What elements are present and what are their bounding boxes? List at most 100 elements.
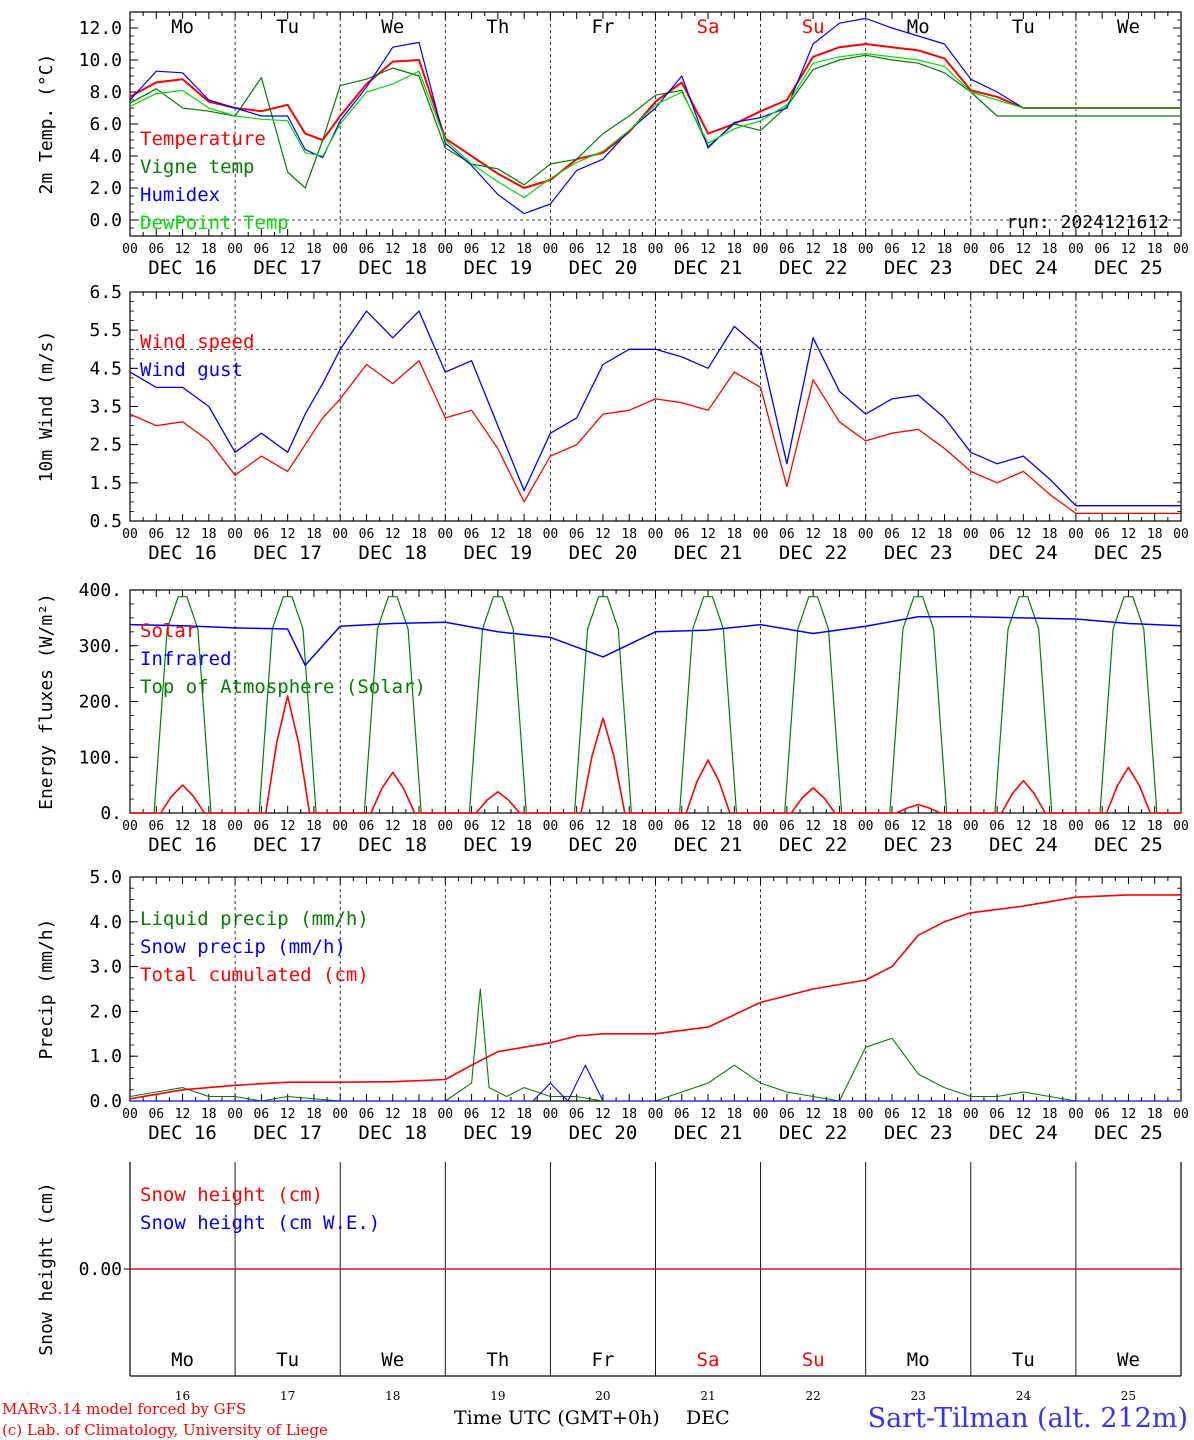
- y-tick-label: 2.0: [89, 178, 122, 199]
- y-axis-label: 10m Wind (m/s): [36, 331, 57, 483]
- date-label: DEC 16: [148, 1122, 217, 1144]
- hour-tick-label: 12: [490, 1107, 506, 1122]
- hour-tick-label: 18: [937, 819, 953, 834]
- y-tick-label: 1.5: [89, 473, 122, 494]
- y-tick-label: 0.: [100, 803, 122, 824]
- panel-snow: 0.00 Snow height (cm) Snow height (cm) Snow…: [36, 1162, 1182, 1403]
- date-label: DEC 21: [674, 257, 743, 279]
- hour-tick-label: 12: [700, 527, 716, 542]
- hour-tick-label: 18: [411, 242, 427, 257]
- y-axis-label: Energy fluxes (W/m²): [36, 593, 57, 810]
- hour-tick-label: 12: [700, 242, 716, 257]
- hour-tick-label: 18: [516, 527, 532, 542]
- plot-frame: [129, 11, 1182, 237]
- y-tick-label: 6.0: [89, 114, 122, 135]
- hour-tick-label: 18: [306, 819, 322, 834]
- hour-tick-label: 18: [832, 527, 848, 542]
- hour-tick-label: 18: [516, 242, 532, 257]
- series-line-vigne-temp: [129, 54, 1181, 189]
- series-line-wind-gust: [129, 310, 1181, 507]
- date-label: DEC 19: [464, 257, 533, 279]
- hour-tick-label: 12: [490, 819, 506, 834]
- hour-tick-label: 18: [832, 819, 848, 834]
- hour-tick-label: 00: [332, 527, 348, 542]
- hour-tick-label: 00: [963, 819, 979, 834]
- legend-entry: Snow height (cm): [140, 1184, 323, 1206]
- hour-tick-label: 12: [385, 527, 401, 542]
- date-label: DEC 25: [1094, 834, 1163, 856]
- hour-tick-label: 18: [411, 819, 427, 834]
- date-label: DEC 23: [884, 1122, 953, 1144]
- date-label: DEC 19: [464, 1122, 533, 1144]
- legend-entry: Wind speed: [140, 331, 254, 353]
- y-tick-label: 0.0: [89, 1091, 122, 1112]
- series-line-snow-precip-mm-h-: [130, 1064, 1181, 1102]
- hour-tick-label: 00: [963, 527, 979, 542]
- hour-tick-label: 00: [122, 527, 138, 542]
- y-tick-label: 0.00: [79, 1259, 122, 1280]
- month-label: DEC: [686, 1407, 730, 1429]
- hour-tick-label: 06: [884, 1107, 900, 1122]
- date-label: DEC 19: [464, 834, 533, 856]
- day-abbr-label: Fr: [592, 1349, 615, 1371]
- hour-tick-label: 00: [122, 242, 138, 257]
- y-tick-label: 12.0: [79, 18, 122, 39]
- hour-tick-label: 06: [148, 242, 164, 257]
- hour-tick-label: 06: [989, 242, 1005, 257]
- hour-tick-label: 00: [227, 527, 243, 542]
- hour-tick-label: 12: [1121, 242, 1137, 257]
- hour-tick-label: 00: [122, 1107, 138, 1122]
- hour-tick-label: 12: [910, 819, 926, 834]
- hour-tick-label: 06: [674, 527, 690, 542]
- hour-tick-label: 00: [543, 242, 559, 257]
- day-abbr-label: Sa: [697, 1349, 720, 1371]
- day-number-label: 20: [595, 1389, 610, 1403]
- plot-frame: [129, 589, 1182, 814]
- hour-tick-label: 18: [306, 1107, 322, 1122]
- hour-tick-label: 06: [569, 819, 585, 834]
- hour-tick-label: 00: [1068, 819, 1084, 834]
- date-label: DEC 21: [674, 1122, 743, 1144]
- hour-tick-label: 00: [963, 242, 979, 257]
- date-label: DEC 17: [253, 542, 322, 564]
- hour-tick-label: 12: [805, 527, 821, 542]
- day-abbr-label: Mo: [171, 1349, 194, 1371]
- hour-tick-label: 18: [937, 1107, 953, 1122]
- date-label: DEC 17: [253, 1122, 322, 1144]
- day-abbr-label: Su: [802, 1349, 825, 1371]
- day-number-label: 24: [1016, 1389, 1032, 1403]
- legend-entry: Top of Atmosphere (Solar): [140, 676, 426, 698]
- hour-tick-label: 12: [700, 1107, 716, 1122]
- date-label: DEC 23: [884, 834, 953, 856]
- legend-entry: Vigne temp: [140, 156, 254, 178]
- series-line-liquid-precip-mm-h-: [129, 988, 1181, 1102]
- hour-tick-label: 06: [779, 242, 795, 257]
- hour-tick-label: 18: [1147, 242, 1163, 257]
- hour-tick-label: 06: [359, 1107, 375, 1122]
- hour-tick-label: 12: [280, 527, 296, 542]
- hour-tick-label: 12: [1016, 527, 1032, 542]
- y-tick-label: 5.5: [89, 320, 122, 341]
- date-label: DEC 24: [989, 834, 1058, 856]
- y-axis-label: 2m Temp. (°C): [36, 54, 57, 195]
- day-number-label: 25: [1121, 1389, 1136, 1403]
- hour-tick-label: 18: [1147, 527, 1163, 542]
- date-label: DEC 16: [148, 257, 217, 279]
- day-number-label: 16: [175, 1389, 190, 1403]
- hour-tick-label: 00: [122, 819, 138, 834]
- day-abbr-label: Mo: [171, 16, 194, 38]
- hour-tick-label: 00: [437, 527, 453, 542]
- date-label: DEC 22: [779, 834, 848, 856]
- hour-tick-label: 00: [1068, 527, 1084, 542]
- legend-entry: Snow height (cm W.E.): [140, 1212, 380, 1234]
- hour-tick-label: 00: [227, 242, 243, 257]
- hour-tick-label: 12: [1121, 527, 1137, 542]
- hour-tick-label: 06: [464, 1107, 480, 1122]
- day-abbr-label: Mo: [907, 1349, 930, 1371]
- day-abbr-label: Su: [802, 16, 825, 38]
- legend-entry: Wind gust: [140, 359, 243, 381]
- hour-tick-label: 18: [411, 527, 427, 542]
